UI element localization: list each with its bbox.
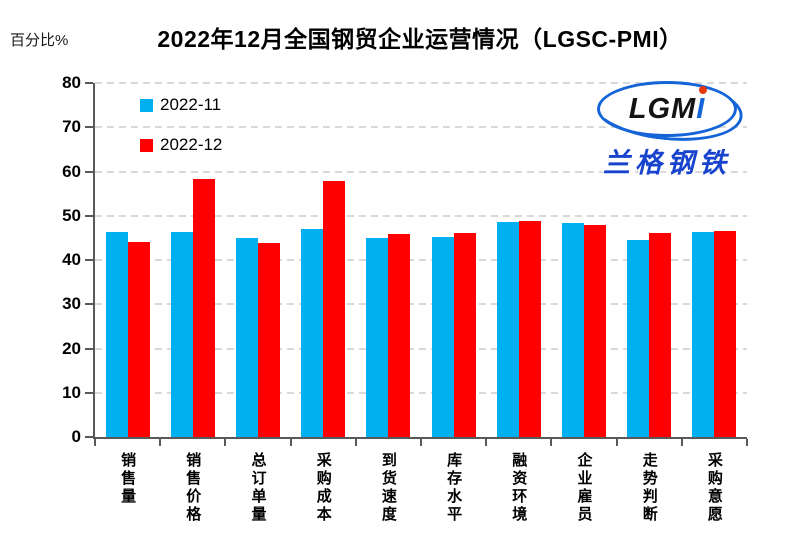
legend-label-2022-11: 2022-11 [160, 95, 222, 114]
bar-2022-12-采购成本 [323, 180, 346, 437]
bar-2022-12-销售价格 [192, 178, 215, 437]
gridline-40 [95, 259, 747, 261]
lgmi-logo-subtext: 兰格钢铁 [603, 148, 731, 178]
gridline-80 [95, 82, 747, 84]
bar-2022-11-库存水平 [431, 237, 454, 437]
bar-2022-12-融资环境 [518, 220, 541, 437]
bar-2022-12-到货速度 [388, 233, 411, 437]
y-axis-tick-40 [85, 259, 93, 261]
x-axis-tick-8 [615, 439, 618, 446]
y-axis-tick-60 [85, 170, 93, 173]
bar-2022-12-企业雇员 [584, 224, 606, 437]
y-axis-tick-80 [85, 82, 93, 84]
legend-swatch-2022-11 [140, 98, 153, 112]
bar-2022-11-总订单量 [236, 237, 258, 437]
x-category-label-到货速度: 到货速度 [356, 452, 421, 547]
bar-2022-11-企业雇员 [562, 222, 584, 437]
gridline-60 [95, 170, 747, 173]
plot-area: 2022-11 2022-12 LGMI 兰格钢铁 0 10 20 30 40 50 60 7… [62, 73, 748, 524]
x-category-label-text: 销售量 [119, 452, 137, 506]
gridline-50 [95, 214, 747, 217]
gridline-30 [95, 303, 747, 306]
x-axis-tick-9 [680, 439, 683, 446]
chart-title: 2022年12月全国钢贸企业运营情况（LGSC-PMI） [157, 26, 683, 52]
x-category-label-销售价格: 销售价格 [160, 452, 225, 547]
lgmi-logo-text: LGMI [629, 93, 706, 126]
lgmi-logo-ellipse: LGMI [597, 81, 737, 137]
x-axis-tick-1 [159, 439, 162, 446]
lgmi-logo-letter-i: I [696, 92, 706, 125]
x-category-label-融资环境: 融资环境 [486, 452, 551, 547]
legend-item-2022-11: 2022-11 [140, 94, 222, 116]
gridline-20 [95, 347, 747, 350]
y-axis-tick-10 [85, 391, 93, 394]
gridline-10 [95, 391, 747, 394]
x-category-label-采购意愿: 采购意愿 [682, 452, 747, 547]
bar-2022-12-库存水平 [453, 233, 476, 437]
x-category-label-text: 采购成本 [314, 452, 332, 524]
y-axis-unit-label: 百分比% [10, 32, 69, 49]
x-category-label-总订单量: 总订单量 [225, 452, 290, 547]
x-axis-tick-2 [224, 439, 227, 446]
x-category-label-text: 库存水平 [445, 452, 463, 524]
y-axis-tick-30 [85, 303, 93, 306]
legend-swatch-2022-12 [140, 138, 153, 152]
x-axis-tick-0 [94, 439, 96, 446]
x-category-label-text: 总订单量 [249, 452, 267, 524]
x-category-label-text: 到货速度 [379, 452, 397, 524]
x-axis-tick-10 [746, 439, 748, 446]
gridline-70 [95, 126, 747, 129]
y-axis-label-60: 60 [62, 161, 81, 181]
y-axis-label-40: 40 [62, 250, 81, 269]
lgmi-logo: LGMI 兰格钢铁 [587, 81, 747, 180]
x-category-label-企业雇员: 企业雇员 [551, 452, 616, 547]
bar-2022-11-走势判断 [627, 240, 650, 437]
y-axis-tick-20 [85, 347, 93, 350]
x-axis-tick-6 [485, 439, 488, 446]
x-category-label-走势判断: 走势判断 [617, 452, 682, 547]
y-axis-label-30: 30 [62, 294, 81, 314]
x-axis-tick-5 [420, 439, 422, 446]
bar-2022-11-采购成本 [301, 229, 324, 437]
x-category-label-库存水平: 库存水平 [421, 452, 486, 547]
x-category-label-text: 企业雇员 [575, 452, 593, 524]
y-axis-label-10: 10 [62, 382, 81, 402]
x-axis-tick-7 [550, 439, 553, 446]
y-axis-label-50: 50 [62, 205, 81, 225]
x-category-label-text: 采购意愿 [705, 452, 723, 524]
y-axis-label-0: 0 [71, 427, 81, 446]
bar-2022-12-走势判断 [649, 233, 672, 437]
lgmi-logo-text-main: LGM [628, 92, 697, 125]
x-category-label-text: 走势判断 [640, 452, 658, 524]
x-axis-tick-4 [354, 439, 357, 446]
bar-2022-12-销售量 [127, 242, 150, 437]
x-category-label-text: 销售价格 [184, 452, 202, 524]
y-axis-label-70: 70 [62, 117, 81, 137]
bar-2022-12-采购意愿 [714, 230, 737, 437]
y-axis-label-20: 20 [62, 338, 81, 358]
bar-2022-11-到货速度 [366, 238, 389, 437]
y-axis-tick-50 [85, 214, 93, 217]
legend-label-2022-12: 2022-12 [160, 135, 223, 154]
bar-2022-11-融资环境 [496, 221, 519, 437]
y-axis-tick-0 [85, 436, 93, 438]
bar-2022-11-销售价格 [170, 232, 193, 437]
bar-2022-12-总订单量 [258, 242, 280, 437]
x-category-label-采购成本: 采购成本 [291, 452, 356, 547]
x-axis-tick-3 [289, 439, 292, 446]
x-category-label-销售量: 销售量 [95, 452, 160, 547]
bar-2022-11-采购意愿 [692, 232, 715, 437]
bar-2022-11-销售量 [105, 231, 128, 437]
y-axis-tick-70 [85, 126, 93, 129]
legend-item-2022-12: 2022-12 [140, 134, 222, 156]
legend: 2022-11 2022-12 [140, 94, 222, 174]
x-category-label-text: 融资环境 [510, 452, 528, 524]
y-axis-label-80: 80 [62, 73, 81, 92]
